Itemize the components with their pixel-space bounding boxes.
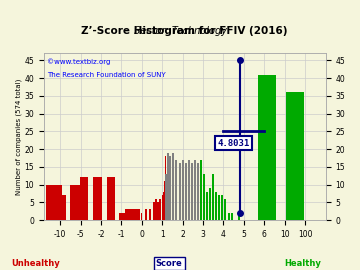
Bar bbox=[163, 181, 165, 220]
Bar bbox=[215, 192, 217, 220]
Bar bbox=[286, 92, 303, 220]
Bar bbox=[238, 213, 240, 220]
Title: Z’-Score Histogram for FFIV (2016): Z’-Score Histogram for FFIV (2016) bbox=[81, 26, 288, 36]
Bar bbox=[162, 195, 163, 220]
Bar bbox=[206, 192, 208, 220]
Bar bbox=[94, 177, 102, 220]
Bar bbox=[258, 75, 275, 220]
Bar bbox=[145, 210, 147, 220]
Bar bbox=[203, 174, 205, 220]
Bar bbox=[159, 199, 161, 220]
Bar bbox=[209, 188, 211, 220]
Bar bbox=[212, 174, 214, 220]
Bar bbox=[107, 177, 115, 220]
Bar bbox=[200, 160, 202, 220]
Text: The Research Foundation of SUNY: The Research Foundation of SUNY bbox=[46, 72, 165, 77]
Bar bbox=[80, 177, 88, 220]
Bar bbox=[197, 163, 199, 220]
Bar bbox=[181, 160, 184, 220]
Bar bbox=[172, 153, 175, 220]
Bar bbox=[157, 202, 159, 220]
Bar bbox=[149, 210, 150, 220]
Bar bbox=[156, 199, 157, 220]
Bar bbox=[191, 163, 193, 220]
Bar bbox=[179, 163, 181, 220]
Text: Unhealthy: Unhealthy bbox=[12, 259, 60, 268]
Bar bbox=[228, 213, 230, 220]
Bar bbox=[165, 174, 167, 220]
Text: Healthy: Healthy bbox=[284, 259, 321, 268]
Text: 4.8031: 4.8031 bbox=[217, 139, 249, 147]
Bar bbox=[165, 156, 166, 220]
Bar bbox=[218, 195, 220, 220]
Bar bbox=[167, 153, 169, 220]
Bar bbox=[224, 199, 226, 220]
Bar bbox=[50, 195, 66, 220]
Bar bbox=[231, 213, 233, 220]
Bar bbox=[46, 185, 62, 220]
Bar bbox=[70, 185, 87, 220]
Bar bbox=[125, 210, 134, 220]
Text: ©www.textbiz.org: ©www.textbiz.org bbox=[46, 58, 110, 65]
Bar bbox=[169, 156, 171, 220]
Bar bbox=[119, 213, 127, 220]
Bar bbox=[131, 210, 140, 220]
Bar bbox=[194, 160, 196, 220]
Bar bbox=[175, 160, 177, 220]
Bar bbox=[221, 195, 224, 220]
Text: Sector: Technology: Sector: Technology bbox=[134, 26, 226, 36]
Bar bbox=[153, 202, 155, 220]
Text: Score: Score bbox=[156, 259, 183, 268]
Bar bbox=[162, 192, 164, 220]
Bar bbox=[185, 163, 187, 220]
Y-axis label: Number of companies (574 total): Number of companies (574 total) bbox=[15, 79, 22, 195]
Bar bbox=[188, 160, 190, 220]
Bar bbox=[141, 213, 143, 220]
